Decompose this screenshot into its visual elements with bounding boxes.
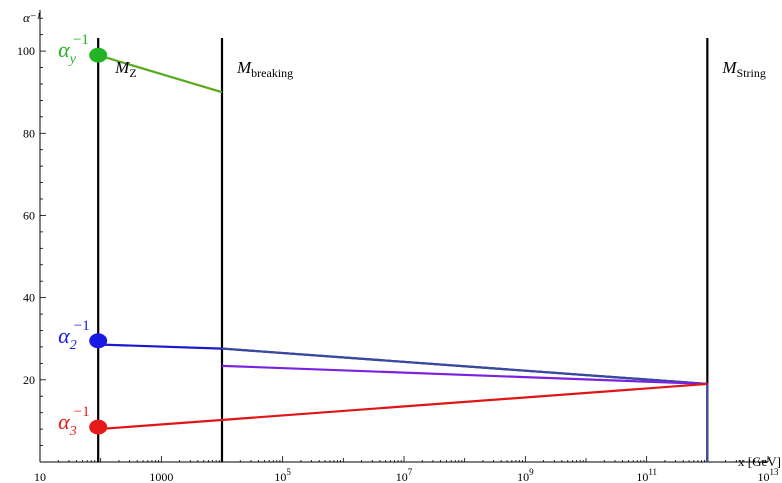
x-tick-label-exponent: 5 [286,467,291,477]
x-tick-label: 1000 [149,470,173,483]
x-tick-label-base: 10 [274,470,286,483]
y-tick-label: 40 [23,291,35,305]
marker-label-superscript: −1 [74,318,90,334]
series-line-alpha_2b [221,347,709,462]
marker-label-alpha_3: α3 −1 [58,404,90,439]
x-tick-label-base: 10 [636,470,648,483]
vline-label-subscript: String [737,66,766,80]
marker-label-base: α [58,323,70,348]
x-tick-label: 107 [396,467,413,483]
y-axis-title: α⁻¹ [23,10,41,25]
x-tick-label: 105 [274,467,291,483]
x-tick-label-exponent: 11 [648,467,657,477]
x-tick-label: 10 [34,470,46,483]
x-tick-label-base: 10 [758,470,770,483]
series-line-violet [221,364,708,386]
marker-alpha_3 [89,419,108,435]
marker-label-base: α [58,409,70,434]
marker-alpha_2 [89,333,108,349]
y-tick-label: 100 [17,44,35,58]
series-line-alpha_3 [98,382,708,431]
y-tick-label: 20 [23,373,35,387]
coupling-markers [89,47,108,435]
vline-label-z: MZ [114,58,137,80]
marker-label-alpha_y: αy −1 [58,32,89,67]
x-tick-label-exponent: 7 [408,467,413,477]
marker-label-subscript: 3 [69,424,77,439]
vline-label-breaking: Mbreaking [236,58,293,80]
y-tick-label: 80 [23,126,35,140]
marker-label-base: α [58,37,70,62]
series-lines [97,54,709,462]
x-tick-label: 1011 [636,467,657,483]
vline-label-main: M [236,58,252,77]
vline-label-string: MString [721,58,766,80]
vline-label-subscript: breaking [251,66,293,80]
vline-label-main: M [114,58,130,77]
x-tick-label-exponent: 13 [770,467,780,477]
marker-label-superscript: −1 [74,404,90,420]
marker-label-alpha_2: α2 −1 [58,318,90,353]
marker-alpha_y [89,47,108,63]
x-tick-label: 1013 [758,467,780,483]
marker-label-superscript: −1 [73,32,89,48]
series-line-alpha_y [97,54,223,94]
scale-lines [97,38,709,462]
marker-label-subscript: y [68,52,77,67]
marker-label-subscript: 2 [70,338,77,353]
x-tick-label-base: 10 [396,470,408,483]
vline-label-main: M [721,58,737,77]
x-axis-title: x [GeV] [738,454,781,469]
x-tick-label-exponent: 9 [529,467,534,477]
x-tick-label: 109 [517,467,534,483]
y-tick-label: 60 [23,208,35,222]
vline-label-subscript: Z [129,66,136,80]
x-tick-label-base: 10 [517,470,529,483]
